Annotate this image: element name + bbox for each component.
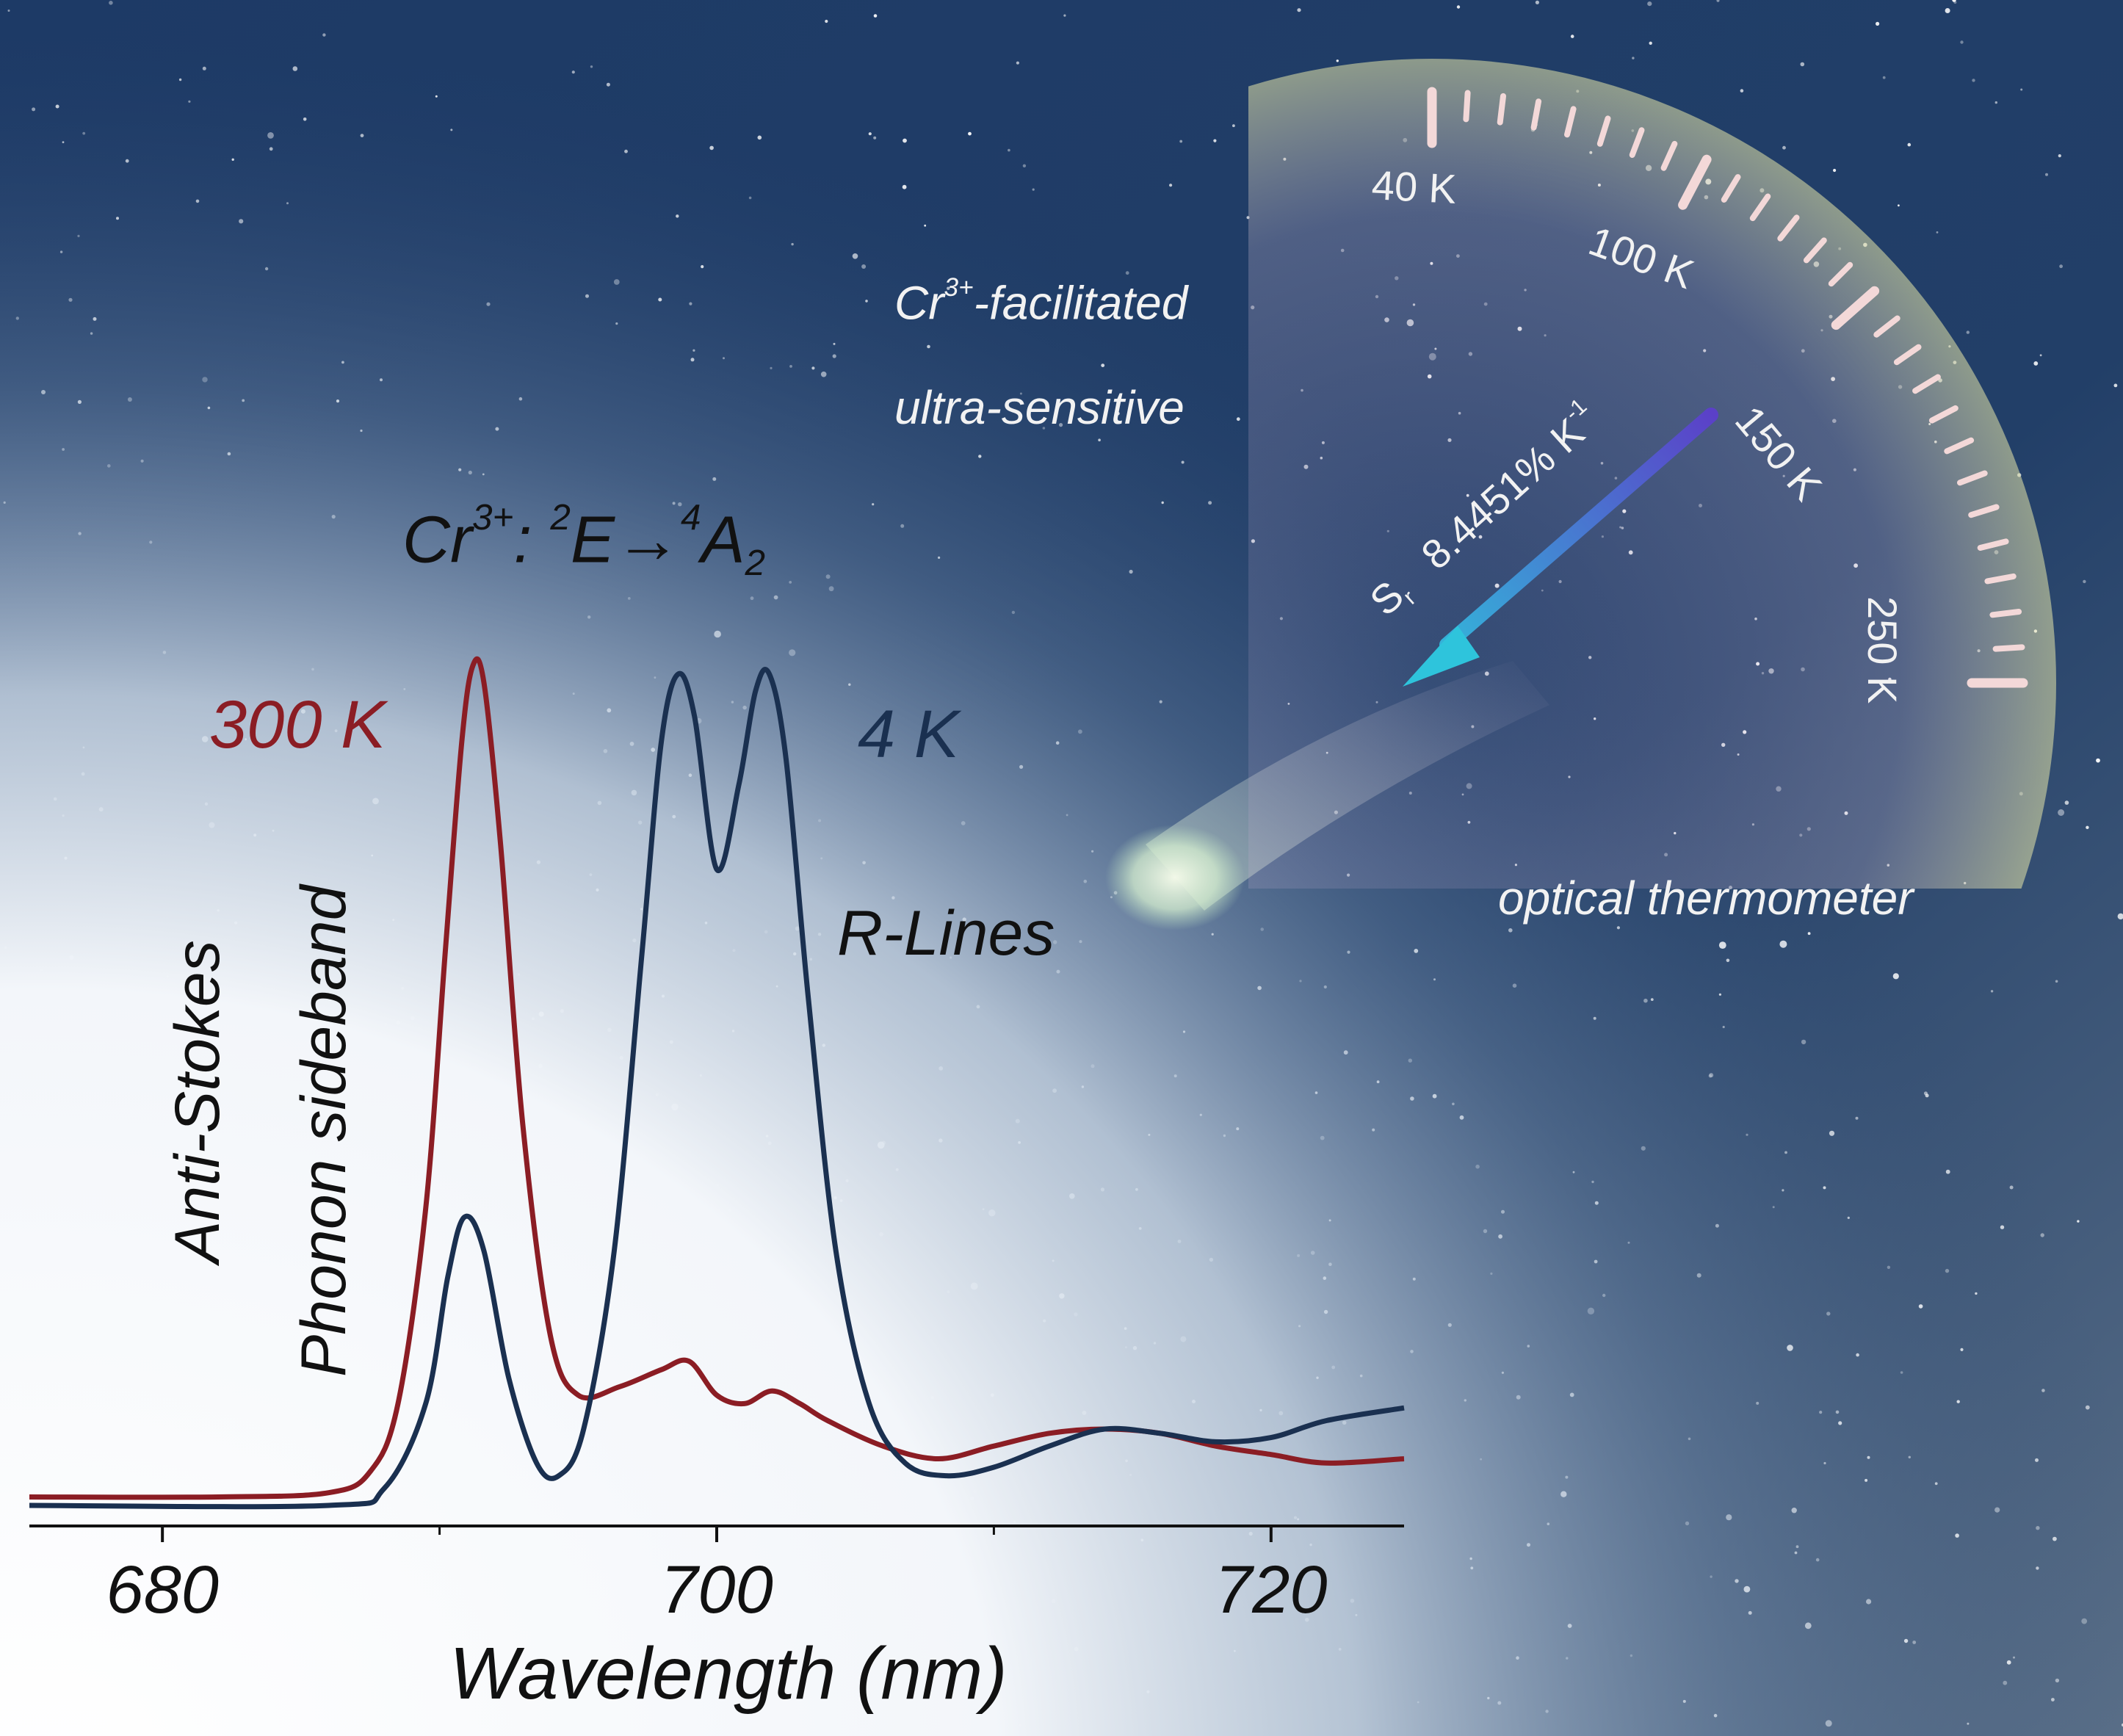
gauge-tick [1989, 609, 2022, 618]
gauge-tick [1873, 315, 1900, 338]
gauge-tick [1721, 174, 1741, 203]
arrow-icon [1403, 408, 1718, 687]
cover-line-1-prefix: Cr [894, 276, 944, 330]
gauge-tick [1984, 573, 2017, 585]
gauge-tick [1749, 193, 1771, 222]
cover-line-1-charge: 3+ [944, 273, 974, 302]
series-line-4k [29, 667, 1405, 1510]
spectrum-chart: 680 700 720 [29, 656, 1405, 1627]
transition-initial-mult: 2 [550, 497, 571, 538]
gauge-tick [1893, 344, 1922, 366]
series-label-4k: 4 K [858, 697, 960, 772]
gauge-label-40k: 40 K [1370, 162, 1458, 212]
x-axis-title: Wavelength (nm) [449, 1632, 1008, 1715]
series-lines [29, 656, 1405, 1510]
gauge-tick [1660, 140, 1678, 171]
gauge-tick [1530, 98, 1542, 131]
transition-final: A [701, 503, 745, 577]
transition-ion-charge: 3+ [471, 497, 514, 538]
transition-label: Cr3+: 2E→4A2 [402, 496, 765, 584]
transition-colon: : [513, 503, 551, 577]
cover-line-1: Cr3+-facilitated [894, 273, 1187, 330]
gauge-tick [1944, 437, 1975, 455]
gauge-tick [1828, 261, 1853, 287]
gauge-tick [1564, 106, 1577, 138]
cover-line-2: ultra-sensitive [894, 381, 1185, 434]
gauge-tick [1596, 115, 1611, 147]
transition-final-mult: 4 [680, 497, 701, 538]
x-tick-label: 680 [106, 1552, 219, 1627]
gauge-ticks [1427, 87, 2028, 688]
x-tick-label: 720 [1215, 1552, 1328, 1627]
gauge-tick [1777, 214, 1800, 242]
gauge-tick [1968, 504, 2000, 518]
gauge-label-250k: 250 K [1859, 596, 1906, 704]
series-label-300k: 300 K [209, 687, 386, 762]
gauge-tick [1928, 405, 1959, 424]
transition-prefix: Cr [402, 503, 472, 577]
gauge-tick [1831, 286, 1880, 330]
x-axis-ticks: 680 700 720 [106, 1526, 1328, 1627]
gauge-tick [1497, 93, 1506, 126]
gauge-tick [1463, 90, 1471, 123]
transition-final-sub: 2 [745, 542, 766, 583]
transition-initial: E→ [570, 503, 681, 577]
anti-stokes-label: Anti-Stokes [162, 940, 233, 1263]
gauge-tick [1912, 374, 1941, 394]
x-tick-label: 700 [660, 1552, 773, 1627]
gauge-tick [1957, 470, 1988, 486]
gauge-tick [1678, 154, 1712, 210]
gauge-tick [1629, 127, 1645, 158]
series-line-300k [29, 656, 1405, 1500]
phonon-sideband-label: Phonon sideband [289, 885, 359, 1377]
gauge-tick [1977, 538, 2009, 551]
cover-line-3: optical thermometer [1498, 872, 1914, 925]
gauge-tick [1992, 644, 2025, 652]
cover-line-1-suffix: -facilitated [973, 276, 1188, 330]
gauge-tick [1803, 237, 1827, 264]
r-lines-label: R-Lines [837, 898, 1055, 969]
